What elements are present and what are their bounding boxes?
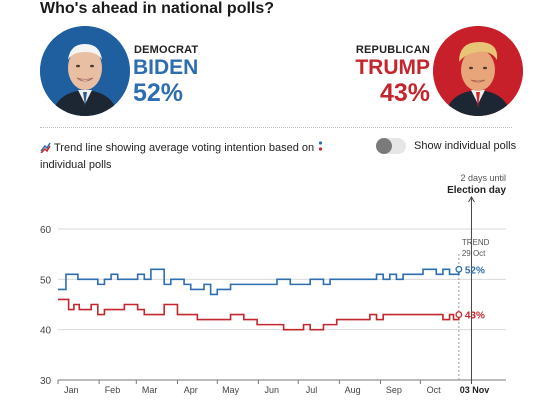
x-tick-label: Aug	[345, 385, 361, 395]
biden-end-point	[455, 265, 463, 273]
biden-end-label: 52%	[465, 265, 485, 276]
democrat-name: BIDEN	[133, 56, 199, 79]
democrat-party-label: DEMOCRAT	[134, 44, 199, 56]
trend-label-date: 29 Oct	[462, 249, 486, 258]
x-tick-label: May	[222, 385, 240, 395]
poll-dots-icon	[318, 140, 323, 157]
x-tick-label: Mar	[142, 385, 158, 395]
page-title: Who's ahead in national polls?	[40, 0, 275, 17]
y-tick-label: 60	[40, 225, 52, 236]
trend-legend-text: Trend line showing average voting intent…	[54, 142, 315, 154]
x-tick-label: Oct	[427, 385, 442, 395]
individual-polls-toggle[interactable]	[376, 138, 406, 154]
election-arrow-icon	[468, 196, 475, 203]
x-tick-label: Jun	[264, 385, 279, 395]
trend-label-title: TREND	[462, 238, 490, 247]
trump-end-label: 43%	[465, 311, 485, 322]
x-tick-label: Apr	[184, 385, 198, 395]
y-tick-label: 30	[40, 376, 52, 387]
toggle-label: Show individual polls	[414, 140, 517, 152]
x-tick-label: Sep	[386, 385, 402, 395]
election-day-label: Election day	[447, 185, 506, 196]
x-tick-label: Jan	[64, 385, 79, 395]
polls-legend-text: individual polls	[40, 159, 112, 171]
biden-portrait	[40, 26, 130, 116]
republican-party-label: REPUBLICAN	[355, 44, 430, 56]
toggle-knob[interactable]	[376, 138, 392, 154]
trump-portrait	[433, 26, 523, 116]
x-tick-label: Jul	[306, 385, 318, 395]
democrat-percentage: 52%	[133, 79, 184, 107]
trump-end-point	[455, 311, 463, 319]
republican-name: TRUMP	[355, 56, 430, 79]
days-until-election: 2 days until	[460, 173, 506, 183]
y-tick-label: 40	[40, 326, 52, 337]
chart-legend: Trend line showing average voting intent…	[40, 140, 360, 173]
x-tick-label: Feb	[105, 385, 121, 395]
y-tick-label: 50	[40, 275, 52, 286]
section-divider	[40, 127, 512, 128]
trump-trend-line	[58, 298, 460, 331]
election-date-label: 03 Nov	[460, 385, 490, 395]
trend-line-icon	[40, 141, 51, 158]
biden-trend-line	[58, 268, 460, 296]
republican-percentage: 43%	[379, 79, 430, 107]
